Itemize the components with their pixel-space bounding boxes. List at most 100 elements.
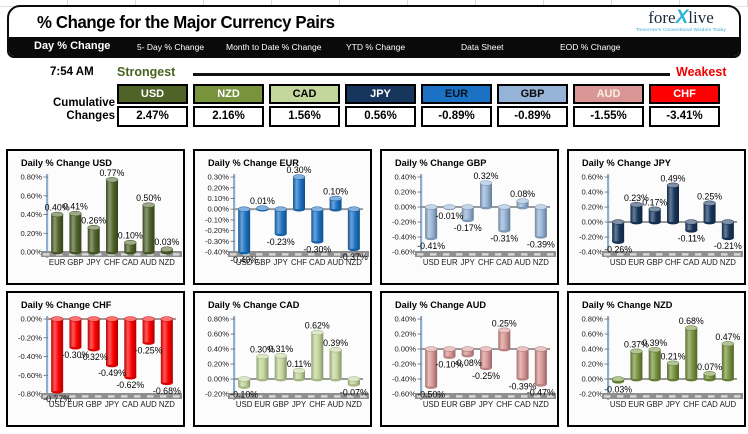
svg-text:AUD: AUD <box>140 400 157 409</box>
svg-text:0.40%: 0.40% <box>394 173 416 182</box>
bar-value-label: -0.31% <box>490 233 518 243</box>
svg-text:JPY: JPY <box>666 400 681 409</box>
bar-value-label: -0.08% <box>454 358 482 368</box>
svg-text:0.80%: 0.80% <box>581 315 603 324</box>
logo-text-pre: fore <box>648 8 676 27</box>
currency-code: GBP <box>497 84 568 104</box>
svg-text:CAD: CAD <box>122 258 139 267</box>
bar-value-label: -0.32% <box>80 352 108 362</box>
svg-text:-0.30%: -0.30% <box>205 237 229 246</box>
currency-cumulative-value: -1.55% <box>573 106 644 127</box>
svg-text:0.30%: 0.30% <box>207 173 229 182</box>
bar-value-label: -0.30% <box>303 244 331 254</box>
chart-daily-pct-change-eur: Daily % Change EUR -0.40% -0.30% -0.20% -0.1… <box>193 149 372 285</box>
svg-text:-0.40%: -0.40% <box>205 248 229 257</box>
currency-cumulative-value: -3.41% <box>649 106 720 127</box>
bar-value-label: 0.08% <box>510 189 535 199</box>
bar-value-label: 0.26% <box>81 216 106 226</box>
svg-text:Daily % Change JPY: Daily % Change JPY <box>582 158 671 168</box>
svg-text:AUD: AUD <box>720 400 737 409</box>
tab-ytd-pct-change[interactable]: YTD % Change <box>346 42 406 52</box>
svg-text:-0.20%: -0.20% <box>392 218 416 227</box>
svg-text:0.60%: 0.60% <box>581 330 603 339</box>
currency-code: CAD <box>269 84 340 104</box>
currency-code: EUR <box>421 84 492 104</box>
chart-daily-pct-change-nzd: Daily % Change NZD -0.20% 0.00% 0.20% 0.40% 0… <box>567 291 746 427</box>
currency-box-eur: EUR -0.89% <box>421 84 492 127</box>
svg-text:0.60%: 0.60% <box>207 330 229 339</box>
svg-text:CAD: CAD <box>309 258 326 267</box>
svg-text:-0.60%: -0.60% <box>18 371 42 380</box>
svg-text:GBP: GBP <box>646 258 662 267</box>
svg-text:AUD: AUD <box>514 258 531 267</box>
currency-code: JPY <box>345 84 416 104</box>
bar-value-label: -0.47% <box>527 387 555 397</box>
tab-data-sheet[interactable]: Data Sheet <box>461 42 504 52</box>
svg-text:0.40%: 0.40% <box>581 345 603 354</box>
svg-text:JPY: JPY <box>292 400 307 409</box>
tab-5-day-pct-change[interactable]: 5- Day % Change <box>137 42 205 52</box>
svg-text:AUD: AUD <box>701 258 718 267</box>
svg-text:-0.40%: -0.40% <box>579 248 603 257</box>
tab-day-pct-change[interactable]: Day % Change <box>34 40 111 52</box>
svg-text:GBP: GBP <box>85 400 101 409</box>
bar-value-label: 0.41% <box>63 202 88 212</box>
svg-text:JPY: JPY <box>105 400 120 409</box>
bar-value-label: 0.39% <box>642 338 667 348</box>
currency-code: CHF <box>649 84 720 104</box>
svg-text:Daily % Change CHF: Daily % Change CHF <box>21 300 112 310</box>
svg-text:0.20%: 0.20% <box>207 360 229 369</box>
svg-text:CAD: CAD <box>496 258 513 267</box>
bar-value-label: -0.10% <box>435 360 463 370</box>
bar-value-label: -0.21% <box>714 241 742 251</box>
weakest-label: Weakest <box>676 65 727 79</box>
svg-text:NZD: NZD <box>720 258 736 267</box>
svg-text:0.60%: 0.60% <box>20 191 42 200</box>
header-card: % Change for the Major Currency Pairs fo… <box>7 5 741 58</box>
svg-text:0.20%: 0.20% <box>207 183 229 192</box>
svg-text:-0.40%: -0.40% <box>392 375 416 384</box>
svg-text:-0.20%: -0.20% <box>579 233 603 242</box>
svg-text:EUR: EUR <box>628 400 645 409</box>
currency-ranking-strip: USD 2.47% NZD 2.16% CAD 1.56% JPY 0.56% EUR -0.89… <box>117 84 720 127</box>
svg-text:-0.60%: -0.60% <box>392 248 416 257</box>
bar-value-label: -0.37% <box>340 252 368 262</box>
currency-box-usd: USD 2.47% <box>117 84 188 127</box>
svg-text:-0.40%: -0.40% <box>18 352 42 361</box>
bar-value-label: 0.32% <box>474 171 499 181</box>
tab-month-to-date-pct-change[interactable]: Month to Date % Change <box>226 42 322 52</box>
bar-value-label: -0.39% <box>527 239 555 249</box>
svg-text:GBP: GBP <box>254 258 270 267</box>
svg-text:0.00%: 0.00% <box>394 203 416 212</box>
svg-text:0.80%: 0.80% <box>20 173 42 182</box>
bar-value-label: -0.03% <box>604 384 632 394</box>
svg-text:Daily % Change GBP: Daily % Change GBP <box>395 158 486 168</box>
bar-value-label: 0.37% <box>624 339 649 349</box>
bar-value-label: 0.49% <box>661 173 686 183</box>
svg-text:CAD: CAD <box>122 400 139 409</box>
svg-text:GBP: GBP <box>459 400 475 409</box>
tab-eod-pct-change[interactable]: EOD % Change <box>560 42 621 52</box>
svg-text:0.20%: 0.20% <box>581 360 603 369</box>
svg-text:-0.40%: -0.40% <box>392 233 416 242</box>
svg-text:EUR: EUR <box>441 400 458 409</box>
bar-value-label: 0.07% <box>697 362 722 372</box>
svg-text:CHF: CHF <box>683 400 699 409</box>
svg-text:0.00%: 0.00% <box>207 375 229 384</box>
logo-text-post: live <box>688 8 714 27</box>
svg-text:AUD: AUD <box>140 258 157 267</box>
svg-text:NZD: NZD <box>159 400 175 409</box>
svg-text:CHF: CHF <box>104 258 120 267</box>
chart-daily-pct-change-chf: Daily % Change CHF -0.80% -0.60% -0.40% -0.2… <box>6 291 185 427</box>
bar-value-label: 0.31% <box>268 344 293 354</box>
currency-box-nzd: NZD 2.16% <box>193 84 264 127</box>
svg-text:JPY: JPY <box>87 258 102 267</box>
svg-text:0.80%: 0.80% <box>207 315 229 324</box>
bar-value-label: -0.50% <box>417 390 445 400</box>
svg-text:NZD: NZD <box>346 258 362 267</box>
bar-value-label: 0.39% <box>323 338 348 348</box>
svg-text:0.40%: 0.40% <box>581 188 603 197</box>
bar-value-label: -0.01% <box>435 211 463 221</box>
title-row: % Change for the Major Currency Pairs fo… <box>9 7 739 39</box>
chart-grid: Daily % Change USD 0.00% 0.20% 0.40% 0.60% 0.… <box>6 149 746 427</box>
